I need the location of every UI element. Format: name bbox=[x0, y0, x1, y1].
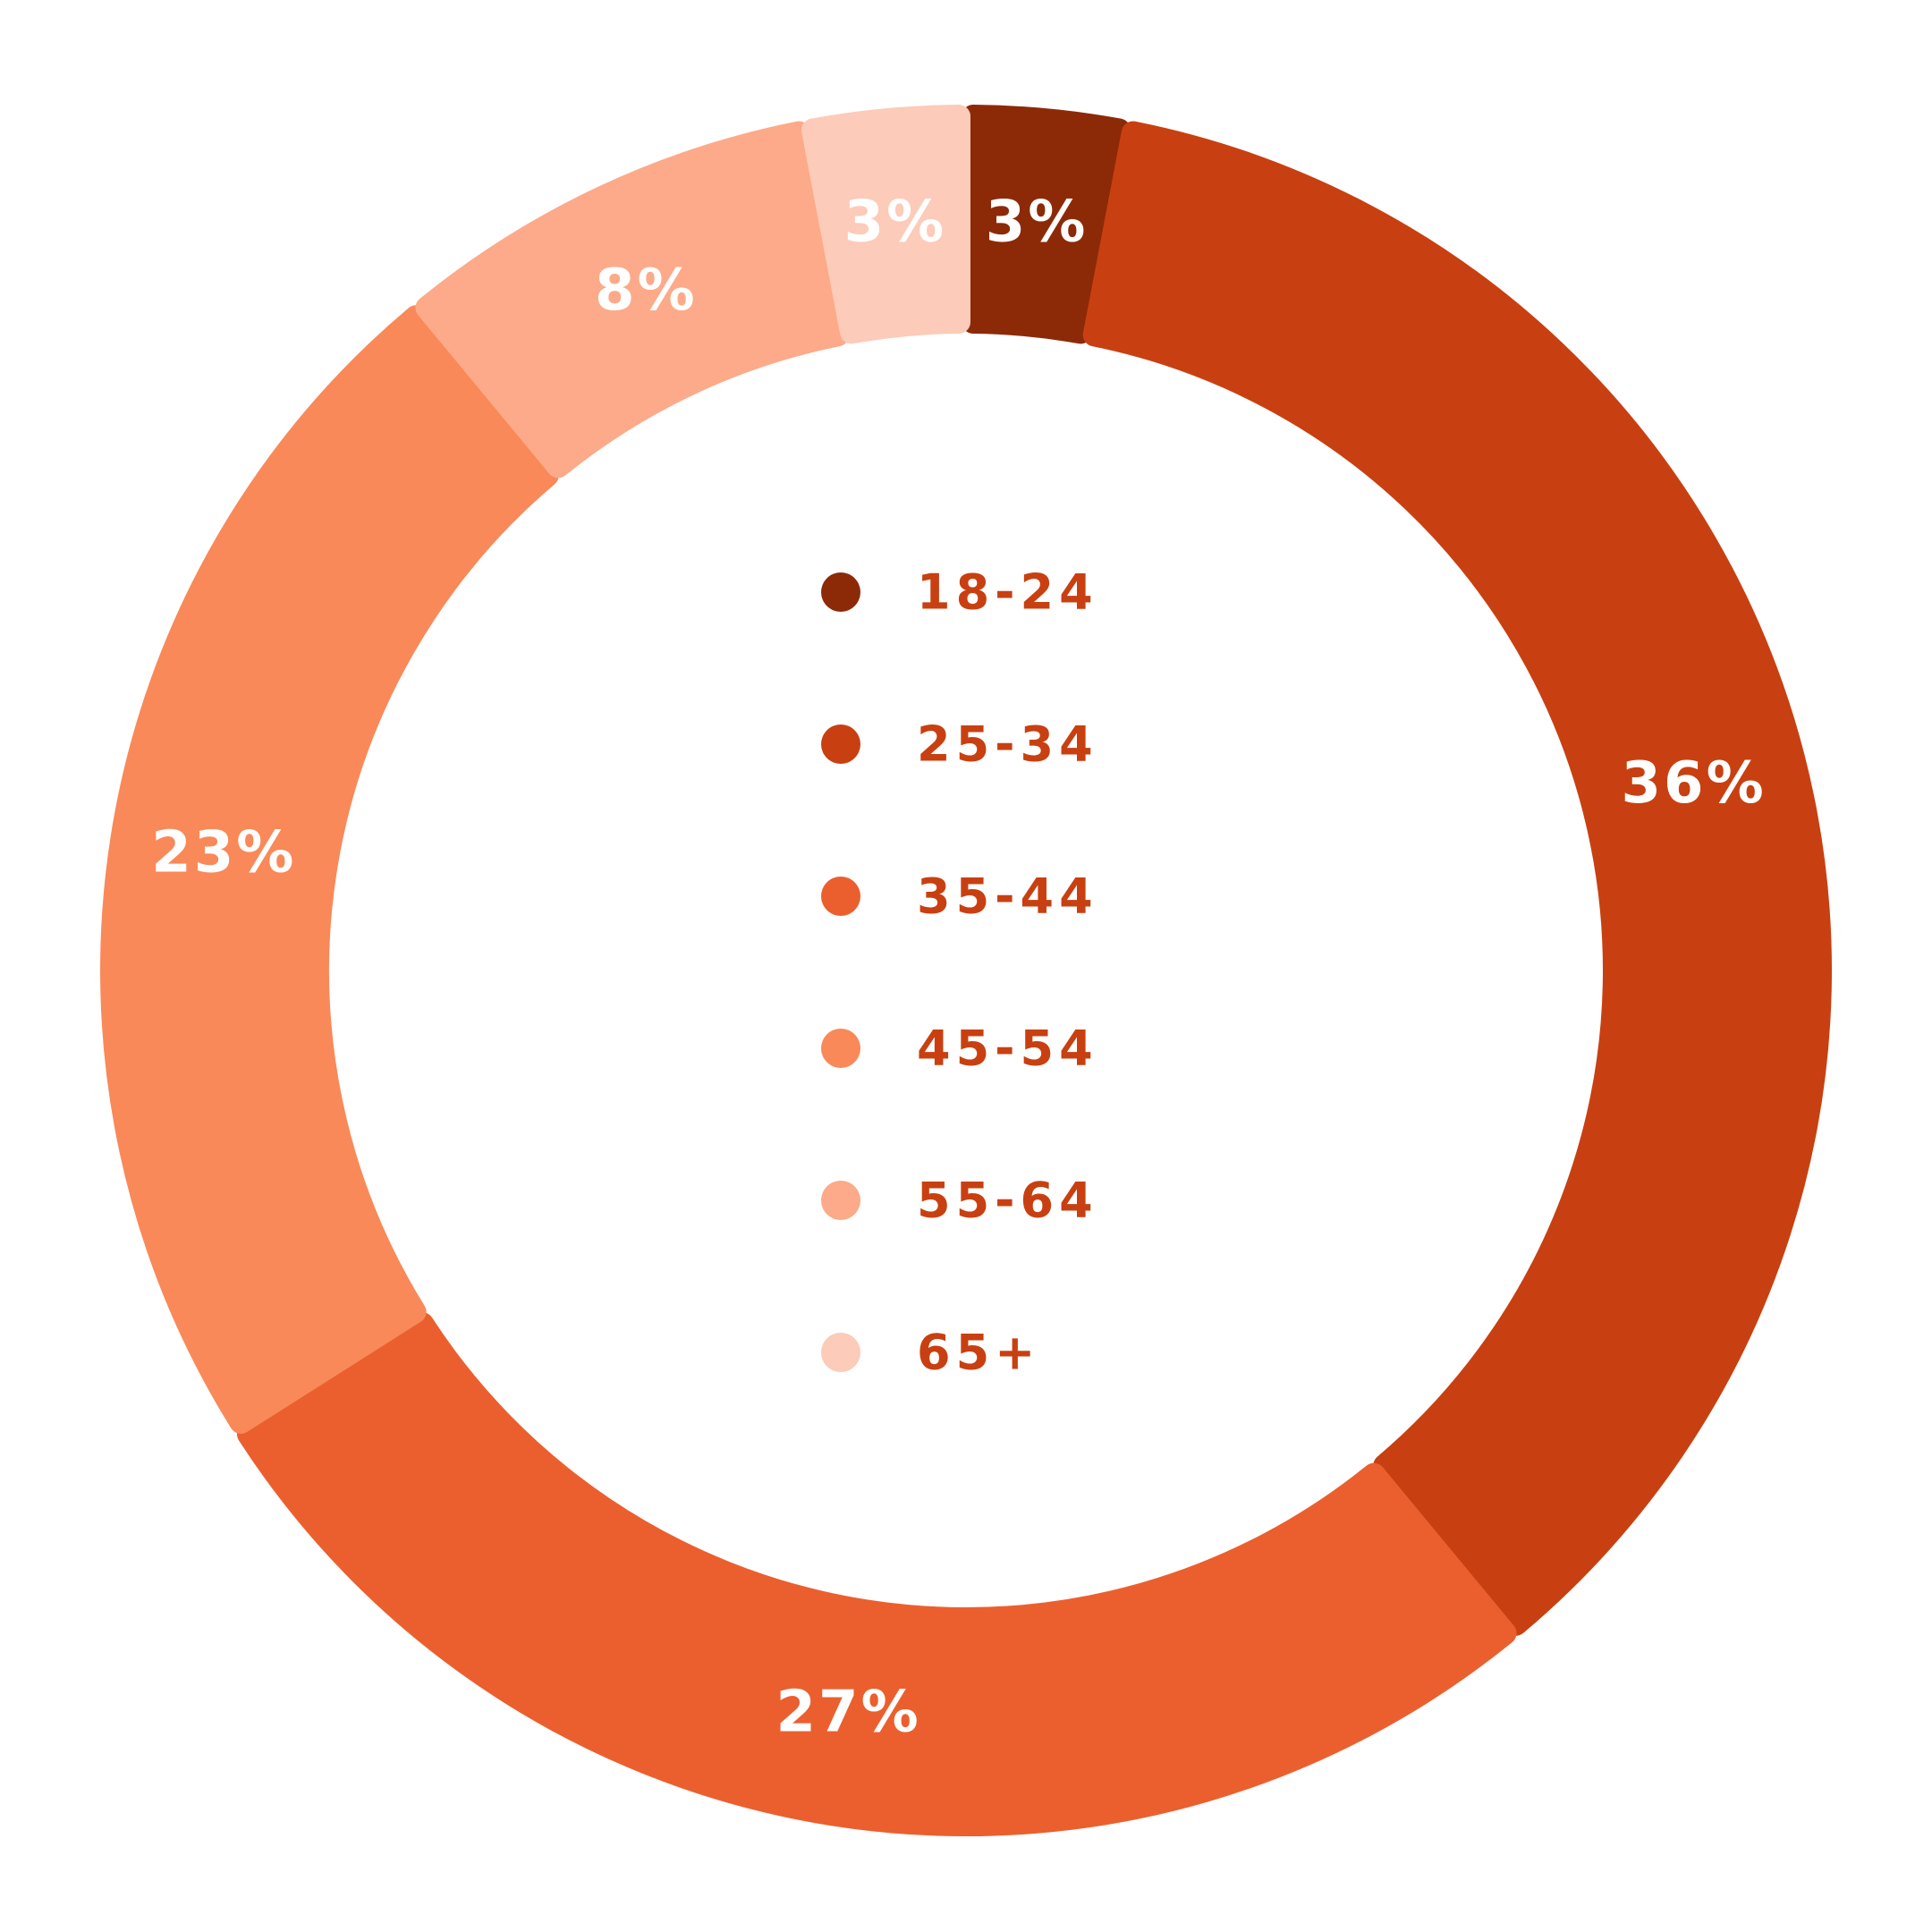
legend-label-18-24: 18-24 bbox=[917, 564, 1098, 621]
slice-45-54 bbox=[100, 305, 559, 1434]
slice-55-64 bbox=[415, 121, 850, 479]
legend-marker-55-64 bbox=[821, 1181, 860, 1220]
slice-data-labels: 3% 36% 27% 23% 8% 3% bbox=[151, 190, 1767, 1746]
slice-35-44 bbox=[236, 1312, 1517, 1836]
legend-marker-45-54 bbox=[821, 1029, 860, 1068]
chart-legend: 18-24 25-34 35-44 45-54 55-64 65+ bbox=[821, 564, 1098, 1381]
legend-marker-65 bbox=[821, 1333, 860, 1372]
data-label-65: 3% bbox=[844, 190, 947, 256]
data-label-25-34: 36% bbox=[1622, 750, 1767, 817]
data-label-35-44: 27% bbox=[776, 1680, 921, 1746]
legend-marker-18-24 bbox=[821, 572, 860, 612]
legend-label-45-54: 45-54 bbox=[917, 1021, 1098, 1077]
data-label-45-54: 23% bbox=[151, 820, 296, 886]
slice-18-24 bbox=[962, 105, 1131, 344]
data-label-55-64: 8% bbox=[595, 258, 698, 324]
data-label-18-24: 3% bbox=[986, 190, 1089, 256]
legend-label-25-34: 25-34 bbox=[917, 716, 1098, 773]
legend-label-65: 65+ bbox=[917, 1325, 1040, 1381]
legend-label-55-64: 55-64 bbox=[917, 1173, 1098, 1229]
legend-marker-25-34 bbox=[821, 724, 860, 764]
legend-label-35-44: 35-44 bbox=[917, 869, 1098, 925]
donut-slices bbox=[100, 105, 1832, 1836]
legend-marker-35-44 bbox=[821, 877, 860, 916]
slice-25-34 bbox=[1082, 121, 1832, 1636]
slice-65 bbox=[801, 105, 970, 344]
